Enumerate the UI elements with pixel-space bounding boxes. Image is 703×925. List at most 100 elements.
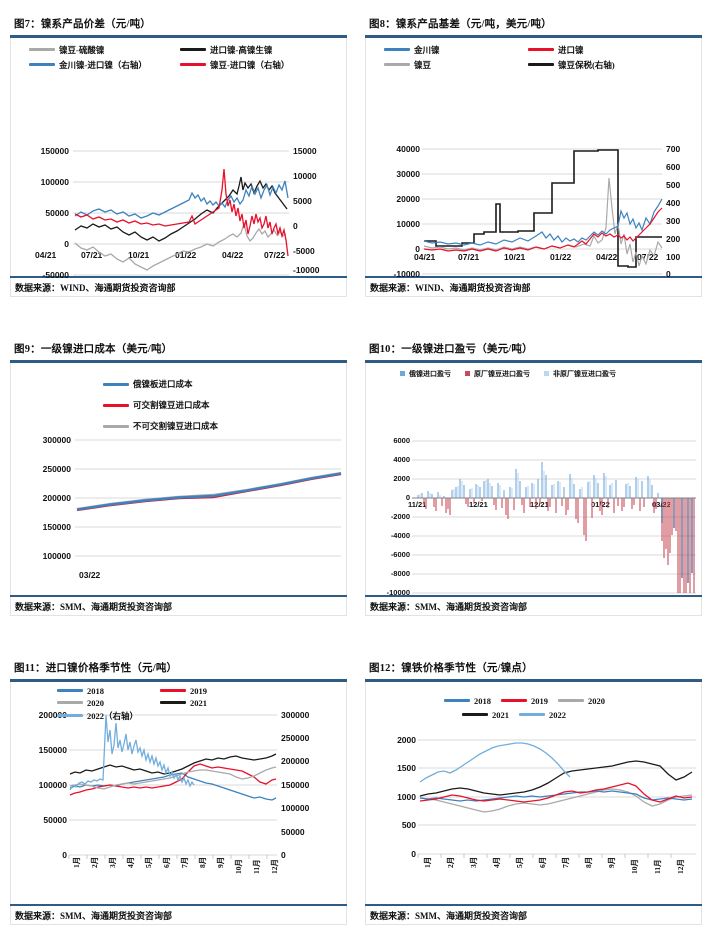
- legend-item[interactable]: 镍豆: [384, 59, 512, 71]
- legend-item[interactable]: 2018: [444, 696, 491, 706]
- y-tick-label: -2000: [390, 511, 410, 521]
- plot-area-fig10: 俄镍进口盈亏 原厂镍豆进口盈亏 非原厂镍豆进口盈亏 6000 4000 2000…: [365, 362, 702, 597]
- y-tick-label: 2000: [397, 734, 416, 745]
- y2-tick-label: 5000: [293, 195, 312, 206]
- plot-svg-fig10: [412, 440, 696, 593]
- legend-label: 2020: [87, 697, 104, 708]
- legend-item[interactable]: 2022: [519, 710, 566, 720]
- legend-item[interactable]: 2021: [160, 698, 207, 708]
- y2-tick-label: 100: [666, 251, 681, 262]
- legend-swatch-icon: [160, 701, 186, 704]
- legend-label: 2022（右轴）: [87, 710, 139, 721]
- y-tick-label: -50000: [42, 269, 69, 280]
- legend-fig9: 俄镍板进口成本 可交割镍豆进口成本 不可交割镍豆进口成本: [103, 373, 218, 433]
- legend-item[interactable]: 2021: [462, 710, 509, 720]
- y-tick-label: 0: [64, 238, 69, 249]
- y-tick-label: 1000: [397, 791, 416, 802]
- legend-label: 2019: [531, 695, 548, 706]
- legend-item[interactable]: 非原厂镍豆进口盈亏: [544, 369, 616, 379]
- legend-swatch-icon: [465, 371, 470, 376]
- chart-source-fig9: 数据来源：SMM、海通期货投资咨询部: [10, 597, 347, 616]
- plot-svg-fig11: [68, 714, 277, 859]
- legend-item[interactable]: 原厂镍豆进口盈亏: [465, 369, 530, 379]
- chart-source-fig12: 数据来源：SMM、海通期货投资咨询部: [365, 906, 702, 925]
- y2-tick-label: 150000: [281, 779, 310, 790]
- chart-panel-fig11: 图11：进口镍价格季节性（元/吨） 2018 2019: [10, 658, 347, 925]
- y2-tick-label: 10000: [293, 170, 317, 181]
- x-tick-label: 07/21: [81, 249, 103, 260]
- legend-item[interactable]: 金川镍: [384, 44, 512, 56]
- legend-item[interactable]: 俄镍板进口成本: [103, 378, 193, 390]
- legend-swatch-icon: [160, 689, 186, 692]
- legend-label: 2018: [87, 685, 104, 696]
- legend-item[interactable]: 进口镍-高镍生镍: [180, 44, 272, 56]
- y2-tick-label: 15000: [293, 145, 317, 156]
- chart-panel-fig7: 图7：镍系产品价差（元/吨） 镍豆-硫酸镍 进口镍-高镍生镍: [10, 14, 347, 297]
- x-tick-label: 04/22: [222, 249, 244, 260]
- y-tick-label: -10000: [386, 587, 410, 597]
- legend-item[interactable]: 2020: [57, 698, 152, 708]
- legend-label: 2021: [492, 709, 509, 720]
- y-tick-label: 200000: [38, 709, 67, 720]
- y-tick-label: 2000: [393, 473, 410, 483]
- legend-swatch-icon: [57, 701, 83, 704]
- y2-tick-label: 0: [666, 268, 671, 279]
- legend-fig12: 2018 2019 2020 2021: [444, 696, 664, 720]
- rule-bot-fig8: [365, 275, 702, 278]
- legend-swatch-icon: [528, 63, 554, 66]
- legend-label: 2018: [474, 695, 491, 706]
- y2-tick-label: 250000: [281, 732, 310, 743]
- legend-item[interactable]: 2022（右轴）: [57, 710, 138, 722]
- legend-label: 原厂镍豆进口盈亏: [474, 369, 530, 378]
- legend-label: 可交割镍豆进口成本: [133, 400, 210, 410]
- y2-tick-label: 0: [281, 849, 286, 860]
- legend-item[interactable]: 镍豆保税(右轴): [528, 59, 615, 71]
- legend-item[interactable]: 2020: [558, 696, 605, 706]
- legend-item[interactable]: 2018: [57, 686, 152, 696]
- x-tick-label: 10/21: [504, 251, 526, 262]
- x-tick-label: 01/22: [175, 249, 197, 260]
- chart-title-fig9: 图9：一级镍进口成本（美元/吨）: [14, 344, 173, 355]
- legend-swatch-icon: [57, 714, 83, 717]
- legend-label: 俄镍进口盈亏: [409, 369, 451, 378]
- chart-title-fig11: 图11：进口镍价格季节性（元/吨）: [14, 663, 178, 674]
- y2-tick-label: 200: [666, 233, 681, 244]
- x-tick-label: 07/21: [458, 251, 480, 262]
- legend-item[interactable]: 镍豆-进口镍（右轴）: [180, 59, 289, 71]
- y2-tick-label: 200000: [281, 755, 310, 766]
- legend-item[interactable]: 可交割镍豆进口成本: [103, 399, 210, 411]
- legend-label: 2020: [588, 695, 605, 706]
- legend-item[interactable]: 俄镍进口盈亏: [400, 369, 451, 379]
- legend-item[interactable]: 不可交割镍豆进口成本: [103, 420, 218, 432]
- y-tick-label: 250000: [42, 463, 71, 474]
- legend-item[interactable]: 金川镍-进口镍（右轴）: [29, 59, 164, 71]
- chart-source-fig8: 数据来源：WIND、海通期货投资咨询部: [365, 278, 702, 297]
- chart-source-fig10: 数据来源：SMM、海通期货投资咨询部: [365, 597, 702, 616]
- y-tick-label: 0: [405, 492, 410, 502]
- legend-label: 金川镍-进口镍（右轴）: [59, 59, 147, 70]
- plot-svg-fig9: [75, 439, 342, 556]
- legend-item[interactable]: 2019: [501, 696, 548, 706]
- legend-swatch-icon: [29, 63, 55, 66]
- legend-item[interactable]: 2019: [160, 686, 207, 696]
- plot-svg-fig7: [73, 150, 289, 275]
- x-tick-label: 12/21: [469, 499, 488, 509]
- x-tick-label: 04/21: [414, 251, 436, 262]
- legend-item[interactable]: 进口镍: [528, 44, 584, 56]
- legend-swatch-icon: [558, 699, 584, 702]
- y2-tick-label: 100000: [281, 802, 310, 813]
- legend-label: 2021: [190, 697, 207, 708]
- y2-tick-label: 600: [666, 161, 681, 172]
- legend-swatch-icon: [103, 424, 129, 428]
- legend-swatch-icon: [384, 48, 410, 51]
- legend-swatch-icon: [180, 63, 206, 66]
- legend-item[interactable]: 镍豆-硫酸镍: [29, 44, 164, 56]
- y-tick-label: 10000: [396, 218, 420, 229]
- rule-bot-fig11: [10, 903, 347, 906]
- plot-area-fig8: 金川镍 进口镍 镍豆 镍豆保税(右轴): [365, 37, 702, 279]
- chart-panel-fig8: 图8：镍系产品基差（元/吨，美元/吨） 金川镍 进口镍: [365, 14, 702, 297]
- legend-label: 镍豆-进口镍（右轴）: [210, 59, 290, 70]
- legend-label: 俄镍板进口成本: [133, 379, 193, 389]
- y-tick-label: 40000: [396, 143, 420, 154]
- legend-fig8: 金川镍 进口镍 镍豆 镍豆保税(右轴): [384, 44, 684, 71]
